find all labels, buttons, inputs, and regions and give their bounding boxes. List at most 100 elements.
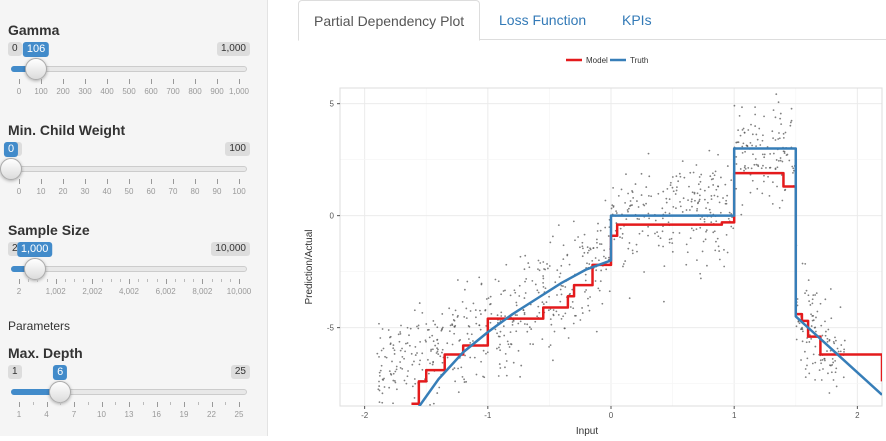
x-tick-label: 0 [609, 411, 614, 420]
scatter-point [743, 131, 746, 134]
scatter-point [698, 200, 701, 203]
scatter-point [449, 324, 452, 327]
scatter-point [421, 311, 424, 314]
scatter-point [588, 249, 590, 252]
scatter-point [499, 330, 502, 333]
scatter-point [509, 343, 512, 345]
scatter-point [822, 368, 824, 370]
slider-track[interactable] [11, 266, 247, 272]
scatter-point [829, 364, 831, 367]
scatter-point [524, 254, 527, 257]
scatter-point [500, 293, 503, 296]
scatter-point [712, 184, 715, 186]
slider-tick-major [92, 279, 94, 284]
scatter-point [480, 283, 483, 286]
scatter-point [778, 206, 781, 209]
scatter-point [808, 372, 811, 375]
scatter-point [474, 309, 477, 311]
slider-handle[interactable] [0, 158, 22, 180]
scatter-point [782, 150, 785, 153]
scatter-point [829, 349, 832, 352]
scatter-point [772, 152, 775, 155]
scatter-point [472, 302, 475, 305]
scatter-point [827, 328, 830, 331]
scatter-point [567, 337, 570, 339]
scatter-point [524, 292, 527, 294]
slider-tick-minor [46, 279, 48, 282]
scatter-point [524, 280, 526, 283]
scatter-point [730, 179, 733, 182]
scatter-point [705, 207, 707, 210]
slider-handle[interactable] [25, 58, 48, 80]
scatter-point [577, 236, 579, 238]
scatter-point [505, 360, 508, 362]
scatter-point [431, 334, 434, 337]
slider-tick-major [19, 79, 20, 84]
scatter-point [598, 289, 601, 292]
scatter-point [687, 199, 689, 202]
scatter-point [378, 356, 380, 358]
scatter-point [754, 106, 756, 109]
scatter-point [562, 285, 564, 287]
scatter-point [441, 326, 444, 329]
tab-kpis[interactable]: KPIs [622, 12, 652, 28]
x-tick-label: -1 [484, 411, 492, 420]
scatter-point [504, 289, 506, 292]
slider-tick-label: 700 [166, 87, 180, 96]
scatter-point [666, 188, 669, 190]
scatter-point [724, 183, 727, 186]
scatter-point [805, 289, 808, 292]
scatter-point [498, 335, 501, 338]
scatter-point [782, 136, 785, 139]
partial-dependency-plot: -2 -1 0 1 2 -5 0 5 Input Prediction/Actual Model Tr… [298, 48, 886, 437]
tab-loss-function[interactable]: Loss Function [499, 12, 587, 28]
scatter-point [755, 145, 757, 147]
scatter-point [381, 392, 384, 395]
scatter-point [566, 254, 569, 257]
scatter-point [693, 191, 696, 194]
scatter-point [534, 320, 537, 323]
tab-partial-dependency-plot[interactable]: Partial Dependency Plot [298, 0, 481, 41]
scatter-point [536, 315, 539, 318]
scatter-point [529, 343, 532, 345]
scatter-point [441, 348, 444, 351]
scatter-point [814, 361, 817, 364]
scatter-point [726, 251, 729, 254]
scatter-point [608, 290, 611, 293]
slider-handle[interactable] [23, 258, 46, 280]
scatter-point [726, 194, 729, 197]
scatter-point [744, 165, 746, 167]
scatter-point [819, 302, 822, 305]
scatter-point [436, 326, 439, 329]
scatter-point [777, 159, 780, 162]
scatter-point [631, 191, 634, 194]
scatter-point [584, 290, 586, 293]
scatter-point [801, 328, 804, 331]
slider-tick-major [173, 79, 174, 84]
slider-handle[interactable] [49, 381, 72, 403]
scatter-point [456, 279, 459, 281]
scatter-point [632, 197, 635, 199]
slider-tick-label: 30 [80, 187, 90, 196]
scatter-point [824, 359, 826, 362]
scatter-point [659, 237, 662, 240]
scatter-point [584, 279, 587, 282]
scatter-point [703, 189, 706, 192]
scatter-point [581, 312, 584, 314]
slider-tick-major [129, 279, 130, 284]
scatter-point [804, 262, 807, 265]
scatter-point [537, 305, 540, 308]
slider-tick-major [156, 402, 158, 407]
slider-tick-minor [74, 279, 75, 282]
scatter-point [627, 210, 629, 213]
scatter-point [470, 333, 473, 336]
scatter-point [622, 265, 624, 268]
scatter-point [378, 401, 381, 403]
legend: Model Truth [566, 56, 648, 65]
scatter-point [828, 339, 831, 342]
scatter-point [451, 343, 454, 346]
scatter-point [389, 342, 392, 345]
slider-track[interactable] [11, 166, 247, 172]
slider-tick-minor [28, 279, 30, 282]
slider-tick-major [239, 179, 240, 184]
